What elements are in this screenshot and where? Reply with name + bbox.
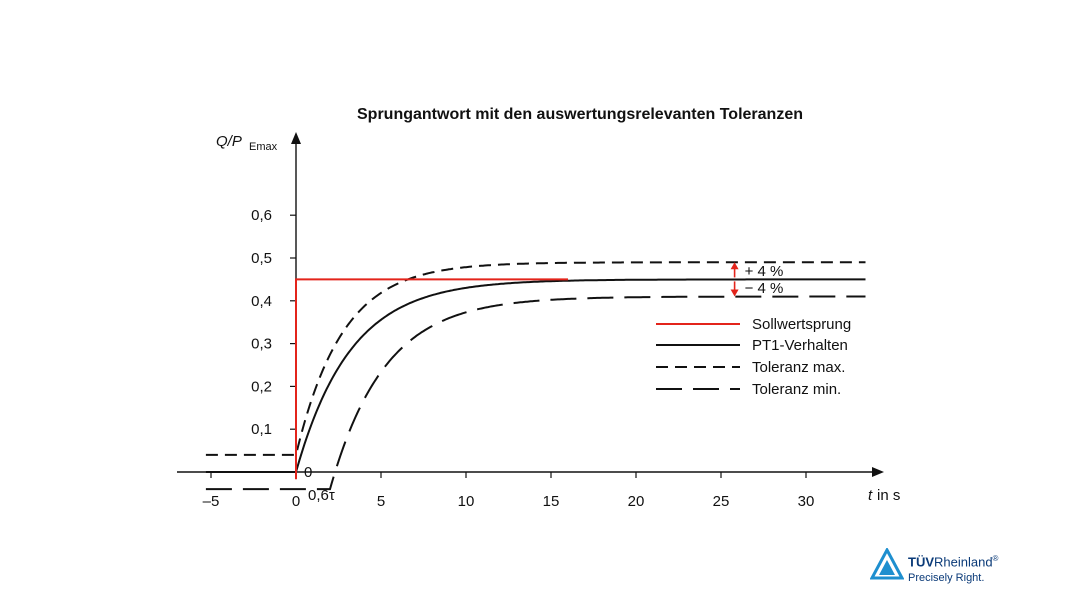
legend-label: Sollwertsprung (752, 316, 851, 333)
plot-lines (205, 261, 866, 491)
x-tick-label: 0 (292, 493, 300, 510)
y-tick-label: 0,1 (251, 421, 272, 438)
tolerance-minus-arrowhead (730, 289, 739, 297)
origin-label: 0 (304, 464, 312, 481)
y-tick-label: 0,4 (251, 293, 272, 310)
y-tick-label: 0,2 (251, 378, 272, 395)
legend: Sollwertsprung PT1-Verhalten Toleranz max.… (656, 316, 851, 398)
tolerance-minus-label: − 4 % (745, 280, 784, 297)
x-axis-label: t in s (868, 487, 900, 504)
delay-label: 0,6τ (308, 487, 335, 504)
x-tick-label: 30 (798, 493, 815, 510)
x-tick-label: 15 (543, 493, 560, 510)
axes (177, 132, 884, 477)
tuv-rheinland-logo: TÜVRheinland® Precisely Right. (870, 548, 1050, 588)
x-tick-label: 20 (628, 493, 645, 510)
y-axis-label: Q/P Emax (216, 133, 278, 153)
y-axis-arrow (291, 132, 301, 144)
x-axis-arrow (872, 467, 884, 477)
series-sollwertsprung (295, 278, 568, 480)
brand-name: TÜVRheinland® (908, 554, 999, 570)
chart-title: Sprungantwort mit den auswertungsrelevan… (357, 106, 803, 123)
triangle-logo-icon (870, 548, 904, 580)
series-toleranz-max (205, 261, 866, 456)
brand-slogan: Precisely Right. (908, 572, 985, 584)
legend-label: PT1-Verhalten (752, 337, 848, 354)
x-tick-label: 10 (458, 493, 475, 510)
x-axis-label-unit: in s (877, 487, 900, 504)
y-axis-label-main: Q/P (216, 133, 242, 150)
legend-label: Toleranz min. (752, 381, 841, 398)
series-pt1-verhalten (205, 278, 866, 473)
tolerance-plus-label: + 4 % (745, 263, 784, 280)
y-tick-label: 0,6 (251, 207, 272, 224)
tolerance-plus-arrowhead (730, 262, 739, 270)
y-axis-label-sub: Emax (249, 141, 278, 153)
annotations: 0 0,6τ + 4 %− 4 % (304, 262, 783, 504)
x-tick-label: –5 (203, 493, 220, 510)
y-tick-label: 0,5 (251, 250, 272, 267)
x-axis-label-var: t (868, 487, 873, 504)
x-tick-label: 5 (377, 493, 385, 510)
step-response-chart: Sprungantwort mit den auswertungsrelevan… (177, 106, 900, 510)
tick-marks: –5 0 5 10 15 20 25 30 0,1 0,2 0,3 0,4 0,5 0,6 (203, 207, 815, 510)
y-tick-label: 0,3 (251, 336, 272, 353)
x-tick-label: 25 (713, 493, 730, 510)
series-toleranz-min (205, 295, 866, 491)
legend-label: Toleranz max. (752, 359, 845, 376)
